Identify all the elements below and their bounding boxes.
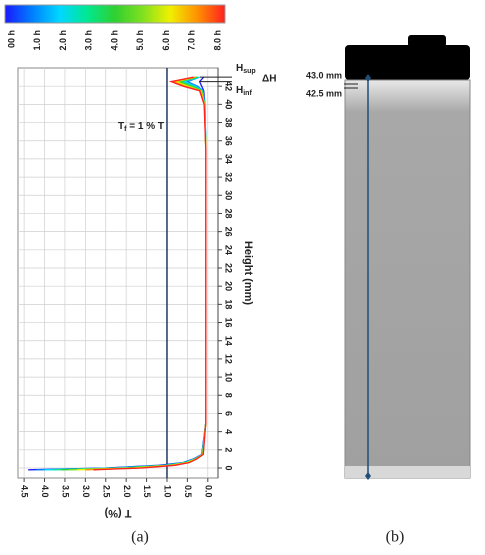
vial-cap xyxy=(345,45,470,80)
y-tick-label: 38 xyxy=(224,118,234,128)
legend-label: 4.0 h xyxy=(109,30,119,51)
x-tick-label: 0.5 xyxy=(183,485,193,498)
level-label: 42.5 mm xyxy=(306,88,342,98)
y-tick-label: 6 xyxy=(224,411,234,416)
y-tick-label: 28 xyxy=(224,208,234,218)
x-tick-label: 3.5 xyxy=(61,485,71,498)
vial-body xyxy=(344,79,471,479)
annotation-tf-sub: f xyxy=(124,126,127,133)
x-tick-label: 4.0 xyxy=(40,485,50,498)
legend-label: 1.0 h xyxy=(32,30,42,51)
legend-label: 6.0 h xyxy=(161,30,171,51)
legend-label: 00 h xyxy=(6,30,16,48)
annotation-hinf-sub: inf xyxy=(243,90,252,97)
annotation-tf: Tf = 1 % T xyxy=(118,121,164,133)
plot-area xyxy=(17,67,219,479)
x-tick-label: 0.0 xyxy=(203,485,213,498)
y-tick-label: 42 xyxy=(224,81,234,91)
x-tick-label: 2.5 xyxy=(101,485,111,498)
vial-cap-top xyxy=(408,35,446,47)
y-tick-label: 18 xyxy=(224,299,234,309)
y-tick-label: 14 xyxy=(224,336,234,346)
y-tick-label: 2 xyxy=(224,447,234,452)
x-tick-label: 1.5 xyxy=(142,485,152,498)
legend-label: 7.0 h xyxy=(187,30,197,51)
legend-label: 3.0 h xyxy=(84,30,94,51)
annotation-dh: ΔH xyxy=(262,74,276,85)
y-tick-label: 32 xyxy=(224,172,234,182)
y-tick-label: 26 xyxy=(224,227,234,237)
level-label: 43.0 mm xyxy=(306,70,342,80)
annotation-tf-rest: = 1 % T xyxy=(126,121,164,132)
y-tick-label: 12 xyxy=(224,354,234,364)
bracket xyxy=(200,76,232,83)
y-tick-label: 8 xyxy=(224,393,234,398)
annotation-hinf-base: H xyxy=(236,85,243,96)
y-tick-label: 30 xyxy=(224,190,234,200)
y-axis-title: Height (mm) xyxy=(242,241,254,306)
legend-label: 8.0 h xyxy=(212,30,222,51)
y-tick-label: 10 xyxy=(224,372,234,382)
colorbar xyxy=(4,4,226,24)
vial-bottom xyxy=(345,466,470,478)
annotation-hsup-sub: sup xyxy=(243,68,255,75)
y-tick-label: 4 xyxy=(224,429,234,434)
x-axis-title: T (%) xyxy=(104,507,131,519)
annotation-hsup: Hsup xyxy=(236,63,256,75)
series-line xyxy=(93,76,207,471)
y-tick-label: 40 xyxy=(224,99,234,109)
y-tick-label: 34 xyxy=(224,154,234,164)
x-tick-label: 1.0 xyxy=(163,485,173,498)
x-tick-label: 3.0 xyxy=(81,485,91,498)
annotation-hsup-base: H xyxy=(236,63,243,74)
x-tick-label: 2.0 xyxy=(122,485,132,498)
vial-panel: 43.0 mm 42.5 mm xyxy=(306,35,471,480)
annotation-tf-base: T xyxy=(118,121,124,132)
x-tick-label: 4.5 xyxy=(20,485,30,498)
y-tick-label: 20 xyxy=(224,281,234,291)
annotation-hinf: Hinf xyxy=(236,85,252,97)
y-tick-label: 16 xyxy=(224,318,234,328)
caption: (a) xyxy=(131,529,149,546)
legend-label: 5.0 h xyxy=(135,30,145,51)
caption: (b) xyxy=(386,529,405,546)
y-tick-label: 0 xyxy=(224,465,234,470)
y-tick-label: 24 xyxy=(224,245,234,255)
y-tick-label: 36 xyxy=(224,136,234,146)
legend-label: 2.0 h xyxy=(58,30,68,51)
y-tick-label: 22 xyxy=(224,263,234,273)
